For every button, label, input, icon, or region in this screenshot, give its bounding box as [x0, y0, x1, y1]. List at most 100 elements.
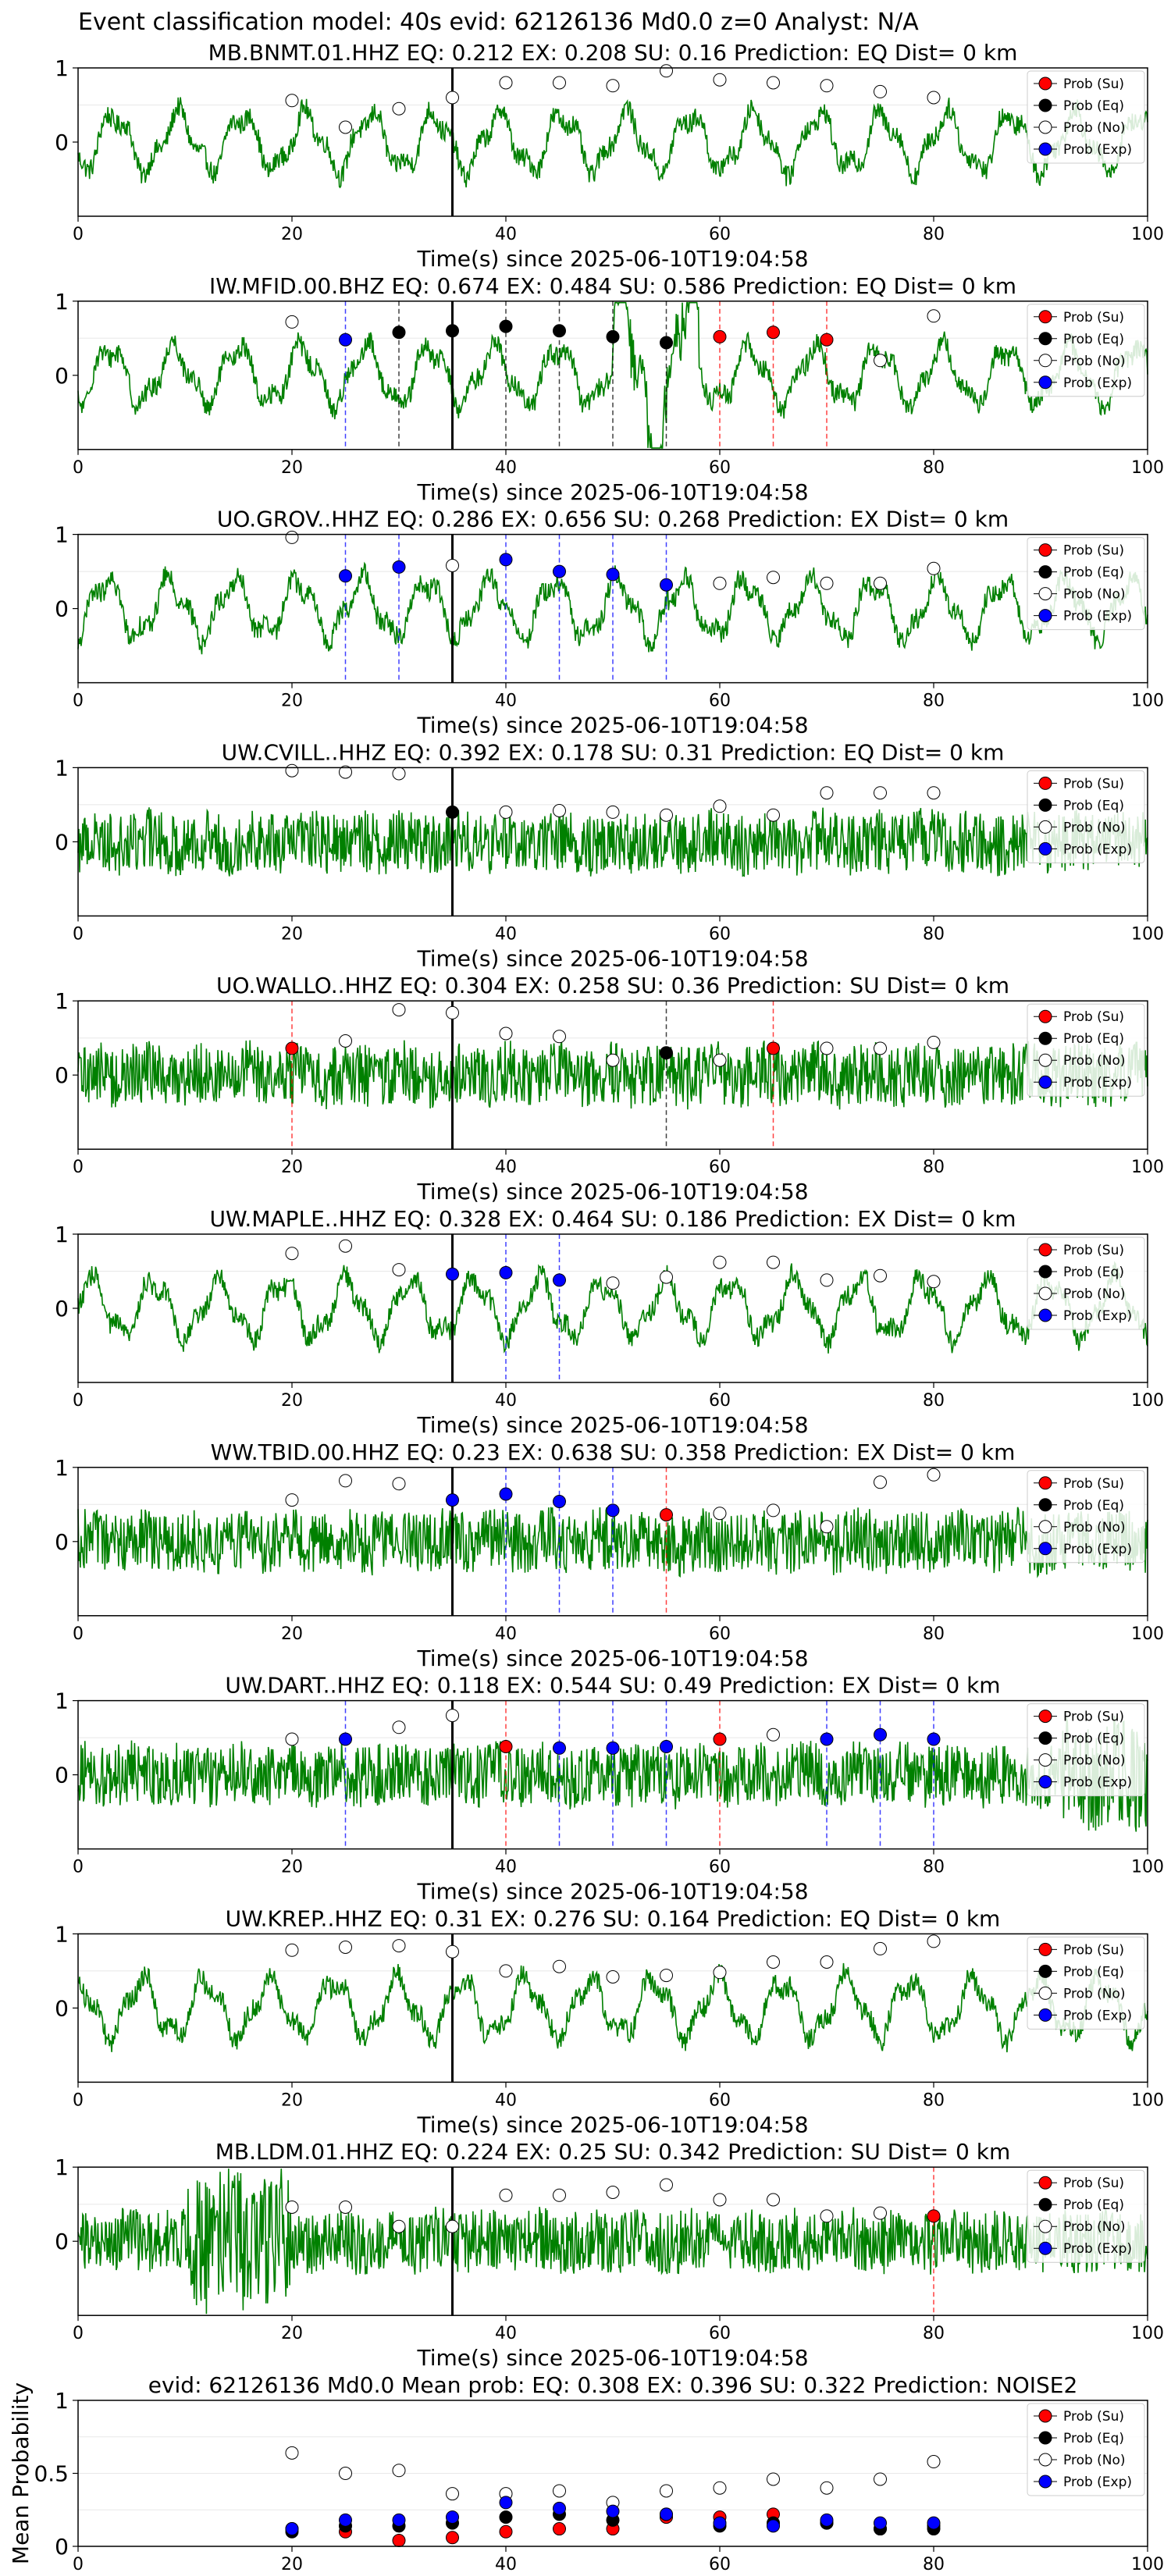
panel-9-prob-marker-no: [660, 1969, 673, 1983]
panel-5: UO.WALLO..HHZ EQ: 0.304 EX: 0.258 SU: 0.…: [55, 973, 1164, 1204]
panel-6-xtick-label: 60: [709, 1391, 731, 1411]
panel-4-legend-box: [1027, 770, 1145, 863]
panel-3-prob-marker-no: [285, 530, 299, 544]
panel-10-legend-label-no: Prob (No): [1063, 2219, 1126, 2235]
panel-8-legend-label-no: Prob (No): [1063, 1753, 1126, 1769]
panel-7-prob-marker-no: [339, 1474, 352, 1488]
panel-4-xtick-label: 40: [495, 924, 517, 944]
panel-1-legend-label-su: Prob (Su): [1063, 76, 1124, 92]
panel-4-xtick-label: 0: [73, 924, 84, 944]
panel-2-prob-marker-eq: [606, 329, 620, 343]
panel-8-prob-marker-su: [499, 1740, 513, 1753]
panel-10-xtick-label: 60: [709, 2324, 731, 2343]
panel-7-legend-label-su: Prob (Su): [1063, 1476, 1124, 1492]
panel-7-legend-marker-eq: [1038, 1498, 1052, 1512]
panel-summary-legend-marker-su: [1038, 2409, 1052, 2423]
panel-4-prob-marker-no: [820, 786, 834, 800]
panel-2-legend-label-no: Prob (No): [1063, 354, 1126, 369]
panel-summary-marker-exp: [660, 2507, 673, 2521]
panel-3-legend-label-su: Prob (Su): [1063, 543, 1124, 559]
panel-summary-xtick-label: 20: [281, 2555, 303, 2574]
panel-6-xtick-label: 20: [281, 1391, 303, 1411]
panel-9-legend-marker-eq: [1038, 1964, 1052, 1978]
panels-container: MB.BNMT.01.HHZ EQ: 0.212 EX: 0.208 SU: 0…: [8, 40, 1164, 2574]
panel-summary-marker-no: [285, 2446, 299, 2460]
panel-summary-legend-label-no: Prob (No): [1063, 2453, 1126, 2468]
panel-2-xtick-label: 60: [709, 458, 731, 478]
panel-4-legend-label-eq: Prob (Eq): [1063, 798, 1124, 813]
panel-9-xtick-label: 0: [73, 2090, 84, 2110]
panel-7-xtick-label: 60: [709, 1624, 731, 1644]
panel-6-prob-marker-no: [606, 1276, 620, 1290]
panel-9-prob-marker-no: [874, 1941, 887, 1955]
panel-10-prob-marker-no: [606, 2186, 620, 2199]
panel-summary-legend-marker-no: [1038, 2453, 1052, 2467]
panel-7-prob-marker-exp: [446, 1493, 459, 1507]
panel-7-ytick-label: 0: [55, 1529, 69, 1555]
panel-1-xtick-label: 60: [709, 225, 731, 244]
panel-3-prob-marker-exp: [339, 569, 352, 583]
panel-1-xtick-label: 0: [73, 225, 84, 244]
panel-6-ytick-label: 0: [55, 1296, 69, 1322]
panel-6-xlabel: Time(s) since 2025-06-10T19:04:58: [416, 1412, 808, 1438]
panel-summary-legend-label-exp: Prob (Exp): [1063, 2475, 1132, 2490]
panel-5-prob-marker-no: [446, 1005, 459, 1019]
panel-9-legend-label-eq: Prob (Eq): [1063, 1964, 1124, 1980]
panel-6-title: UW.MAPLE..HHZ EQ: 0.328 EX: 0.464 SU: 0.…: [209, 1206, 1016, 1232]
panel-summary-marker-no: [927, 2455, 941, 2469]
panel-5-prob-marker-no: [392, 1003, 406, 1017]
panel-7-prob-marker-no: [285, 1493, 299, 1507]
panel-summary: evid: 62126136 Md0.0 Mean prob: EQ: 0.30…: [8, 2372, 1164, 2574]
panel-10-xtick-label: 100: [1131, 2324, 1164, 2343]
panel-6-ytick-label: 1: [55, 1222, 69, 1247]
panel-3-xtick-label: 0: [73, 692, 84, 711]
panel-10-legend-marker-su: [1038, 2176, 1052, 2190]
panel-summary-xtick-label: 40: [495, 2555, 517, 2574]
panel-1-xtick-label: 20: [281, 225, 303, 244]
panel-6-xtick-label: 80: [923, 1391, 945, 1411]
panel-9-ytick-label: 1: [55, 1921, 69, 1947]
panel-2-ytick-label: 0: [55, 363, 69, 389]
panel-summary-marker-no: [660, 2484, 673, 2498]
panel-9-xtick-label: 40: [495, 2090, 517, 2110]
panel-7-legend-box: [1027, 1470, 1145, 1564]
panel-10-xtick-label: 40: [495, 2324, 517, 2343]
panel-3-ytick-label: 1: [55, 522, 69, 548]
panel-1-prob-marker-no: [392, 101, 406, 116]
panel-summary-marker-su: [553, 2522, 566, 2536]
panel-7-title: WW.TBID.00.HHZ EQ: 0.23 EX: 0.638 SU: 0.…: [211, 1439, 1016, 1465]
panel-2-prob-marker-no: [285, 315, 299, 329]
panel-8-ytick-label: 1: [55, 1688, 69, 1714]
panel-9-ytick-label: 0: [55, 1995, 69, 2021]
panel-6-legend-marker-eq: [1038, 1265, 1052, 1279]
panel-10-prob-marker-no: [767, 2193, 780, 2207]
panel-2-legend-box: [1027, 304, 1145, 397]
panel-6-prob-marker-no: [767, 1255, 780, 1269]
panel-7-xlabel: Time(s) since 2025-06-10T19:04:58: [416, 1646, 808, 1671]
panel-summary-marker-exp: [446, 2510, 459, 2524]
panel-2-xlabel: Time(s) since 2025-06-10T19:04:58: [416, 479, 808, 505]
panel-4-legend-marker-eq: [1038, 798, 1052, 812]
panel-10-prob-marker-no: [339, 2201, 352, 2214]
panel-summary-marker-exp: [392, 2513, 406, 2527]
panel-2-legend-marker-eq: [1038, 332, 1052, 346]
panel-3-prob-marker-no: [446, 559, 459, 572]
panel-10-prob-marker-no: [499, 2188, 513, 2202]
panel-7-legend-marker-exp: [1038, 1542, 1052, 1556]
panel-8-legend-marker-no: [1038, 1753, 1052, 1767]
panel-9-prob-marker-no: [927, 1934, 941, 1948]
panel-summary-legend-marker-eq: [1038, 2431, 1052, 2445]
panel-1-prob-marker-no: [606, 79, 620, 93]
panel-7-xtick-label: 40: [495, 1624, 517, 1644]
panel-8-legend-label-exp: Prob (Exp): [1063, 1775, 1132, 1791]
panel-8-legend-marker-su: [1038, 1710, 1052, 1724]
panel-4-prob-marker-no: [874, 786, 887, 800]
panel-9-prob-marker-no: [339, 1941, 352, 1954]
panel-6-prob-marker-no: [874, 1268, 887, 1283]
panel-5-legend-marker-exp: [1038, 1075, 1052, 1089]
panel-5-prob-marker-no: [820, 1041, 834, 1055]
panel-2-prob-marker-exp: [339, 333, 352, 347]
panel-9-prob-marker-no: [713, 1966, 727, 1980]
panel-summary-marker-su: [446, 2531, 459, 2545]
